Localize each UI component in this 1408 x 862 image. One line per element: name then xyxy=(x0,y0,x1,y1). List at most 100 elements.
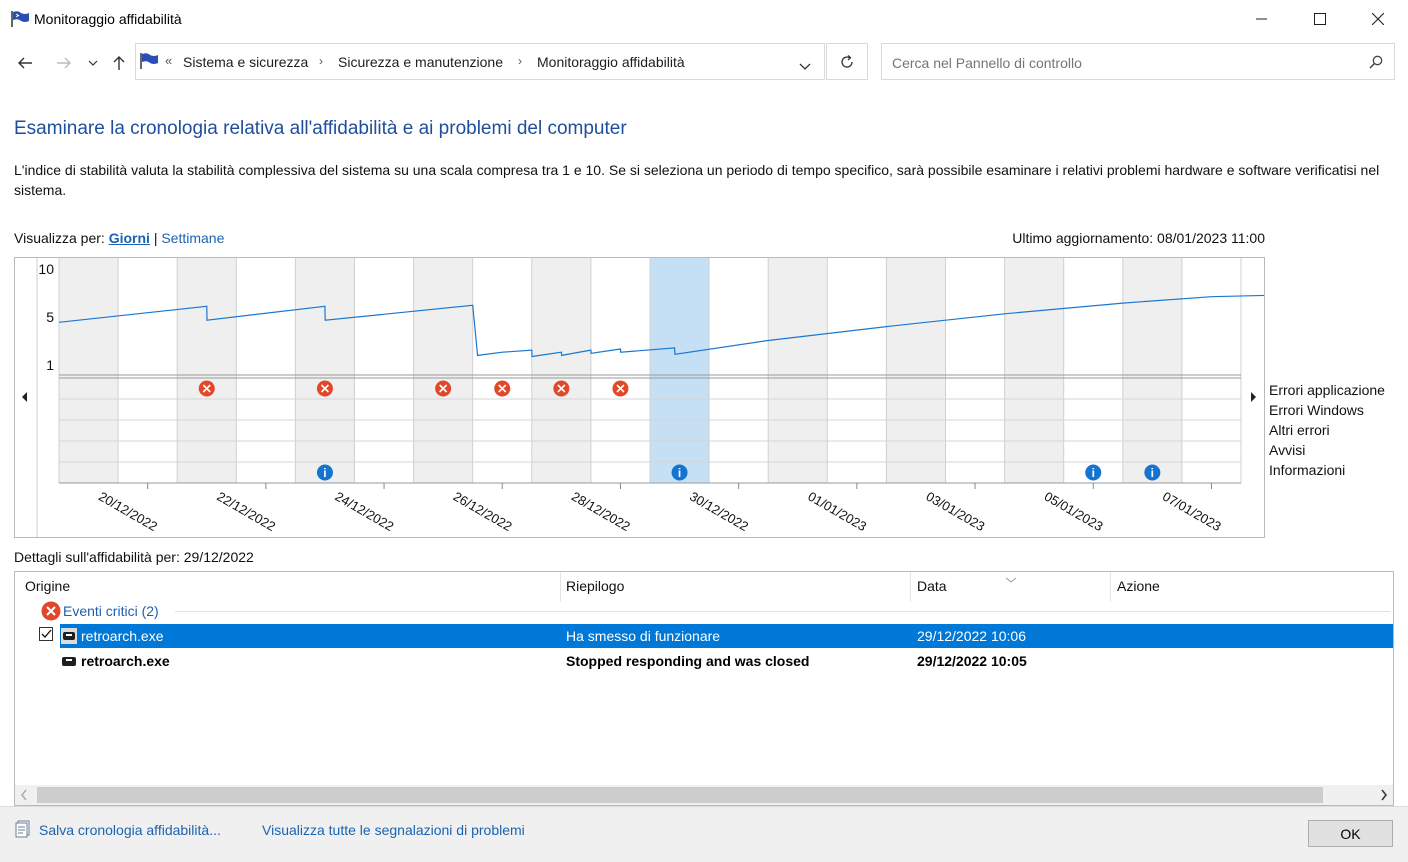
day-column[interactable] xyxy=(413,258,473,483)
error-x-mark xyxy=(498,384,507,393)
window-title: Monitoraggio affidabilità xyxy=(34,11,182,27)
day-column[interactable] xyxy=(118,258,178,483)
x-tick-label: 28/12/2022 xyxy=(569,489,633,535)
day-column[interactable] xyxy=(1122,258,1182,483)
y-tick-label: 10 xyxy=(38,261,54,277)
table-row[interactable]: retroarch.exe Stopped responding and was… xyxy=(34,649,1393,673)
day-column[interactable] xyxy=(590,258,650,483)
chevron-right-icon[interactable]: › xyxy=(319,54,323,68)
y-tick-label: 1 xyxy=(46,357,54,373)
horizontal-scrollbar[interactable] xyxy=(15,785,1393,805)
chevron-down-icon xyxy=(88,60,98,66)
control-panel-flag-icon xyxy=(139,52,159,73)
information-icon[interactable] xyxy=(1144,464,1161,481)
page-title: Esaminare la cronologia relativa all'aff… xyxy=(14,118,627,139)
view-separator: | xyxy=(153,230,158,246)
column-divider[interactable] xyxy=(910,572,911,602)
day-column[interactable] xyxy=(1004,258,1064,483)
breadcrumb-item-sistema[interactable]: Sistema e sicurezza xyxy=(183,54,309,70)
save-history-link[interactable]: Salva cronologia affidabilità... xyxy=(39,822,221,838)
scroll-right-icon[interactable] xyxy=(1379,788,1389,805)
day-column[interactable] xyxy=(531,258,591,483)
close-button[interactable] xyxy=(1349,0,1407,38)
search-input[interactable] xyxy=(890,52,1354,74)
column-header-summary[interactable]: Riepilogo xyxy=(566,578,625,594)
day-column[interactable] xyxy=(886,258,946,483)
document-icon xyxy=(15,820,31,841)
reliability-chart-svg[interactable]: 10 5 1 i i i i 20/12/2022 22/12/2022 24/12/2022 26… xyxy=(15,258,1264,537)
information-icon[interactable] xyxy=(316,464,333,481)
arrow-up-icon xyxy=(113,56,125,70)
view-all-reports-link[interactable]: Visualizza tutte le segnalazioni di prob… xyxy=(262,822,525,838)
ok-button[interactable]: OK xyxy=(1308,820,1393,847)
day-column[interactable] xyxy=(177,258,237,483)
day-column[interactable] xyxy=(650,258,710,483)
error-x-mark xyxy=(202,384,211,393)
day-column[interactable] xyxy=(354,258,414,483)
breadcrumb-item-monitoraggio[interactable]: Monitoraggio affidabilità xyxy=(537,54,685,70)
address-bar[interactable]: « Sistema e sicurezza › Sicurezza e manu… xyxy=(135,43,825,80)
day-column[interactable] xyxy=(1063,258,1123,483)
legend-warnings: Avvisi xyxy=(1269,442,1306,458)
column-header-source[interactable]: Origine xyxy=(25,578,71,594)
search-box[interactable] xyxy=(881,43,1395,80)
row-source: retroarch.exe xyxy=(81,653,170,669)
day-column[interactable] xyxy=(709,258,769,483)
row-source: retroarch.exe xyxy=(81,628,164,644)
row-date: 29/12/2022 10:05 xyxy=(917,653,1027,669)
view-days-link[interactable]: Giorni xyxy=(108,230,150,246)
table-row[interactable]: retroarch.exe Ha smesso di funzionare 29… xyxy=(34,624,1393,648)
group-header-label: Eventi critici (2) xyxy=(63,603,159,619)
view-by-label: Visualizza per: xyxy=(14,230,105,246)
group-header-critical[interactable]: Eventi critici (2) xyxy=(15,599,1393,623)
details-grid[interactable]: Origine Riepilogo Data Azione Eventi cri… xyxy=(14,571,1394,806)
chevron-down-icon xyxy=(799,63,811,70)
error-x-mark xyxy=(320,384,330,393)
day-column[interactable] xyxy=(472,258,532,483)
column-header-action[interactable]: Azione xyxy=(1117,578,1160,594)
x-tick-label: 22/12/2022 xyxy=(214,489,278,535)
day-column[interactable] xyxy=(945,258,1005,483)
maximize-button[interactable] xyxy=(1291,0,1349,38)
address-dropdown-button[interactable] xyxy=(799,58,811,74)
minimize-button[interactable] xyxy=(1233,0,1291,38)
search-icon[interactable] xyxy=(1369,55,1383,72)
forward-button[interactable] xyxy=(52,48,76,78)
day-column[interactable] xyxy=(768,258,828,483)
back-button[interactable] xyxy=(13,48,37,78)
day-column[interactable] xyxy=(1181,258,1241,483)
refresh-button[interactable] xyxy=(826,43,868,80)
scrollbar-thumb[interactable] xyxy=(37,787,1323,803)
day-column[interactable] xyxy=(59,258,119,483)
error-x-mark xyxy=(616,384,625,393)
group-divider xyxy=(175,611,1390,612)
information-icon[interactable] xyxy=(671,464,688,481)
info-i-glyph: i xyxy=(1092,466,1095,480)
title-bar: Monitoraggio affidabilità xyxy=(0,0,1408,38)
day-column[interactable] xyxy=(827,258,887,483)
row-checkbox[interactable] xyxy=(39,627,53,641)
view-by-bar: Visualizza per: Giorni | Settimane xyxy=(14,230,224,246)
chevron-right-icon[interactable]: › xyxy=(518,54,522,68)
column-header-date[interactable]: Data xyxy=(917,578,947,594)
day-column[interactable] xyxy=(295,258,355,483)
scroll-left-icon[interactable] xyxy=(19,788,29,805)
column-divider[interactable] xyxy=(1110,572,1111,602)
reliability-chart[interactable]: 10 5 1 i i i i 20/12/2022 22/12/2022 24/12/2022 26… xyxy=(14,257,1265,538)
recent-locations-button[interactable] xyxy=(82,48,104,78)
breadcrumb-overflow-icon[interactable]: « xyxy=(165,53,173,68)
scroll-left-arrow-icon[interactable] xyxy=(22,392,27,402)
page-description: L'indice di stabilità valuta la stabilit… xyxy=(14,162,1380,198)
column-divider[interactable] xyxy=(560,572,561,602)
y-tick-label: 5 xyxy=(46,309,54,325)
row-date: 29/12/2022 10:06 xyxy=(917,628,1026,644)
up-button[interactable] xyxy=(107,48,131,78)
refresh-icon xyxy=(841,54,853,68)
view-weeks-link[interactable]: Settimane xyxy=(161,230,225,246)
breadcrumb-item-sicurezza[interactable]: Sicurezza e manutenzione xyxy=(338,54,503,70)
row-summary: Ha smesso di funzionare xyxy=(566,628,721,644)
scroll-right-arrow-icon[interactable] xyxy=(1251,392,1256,402)
sort-descending-icon xyxy=(1005,572,1017,588)
day-column[interactable] xyxy=(236,258,296,483)
information-icon[interactable] xyxy=(1085,464,1102,481)
